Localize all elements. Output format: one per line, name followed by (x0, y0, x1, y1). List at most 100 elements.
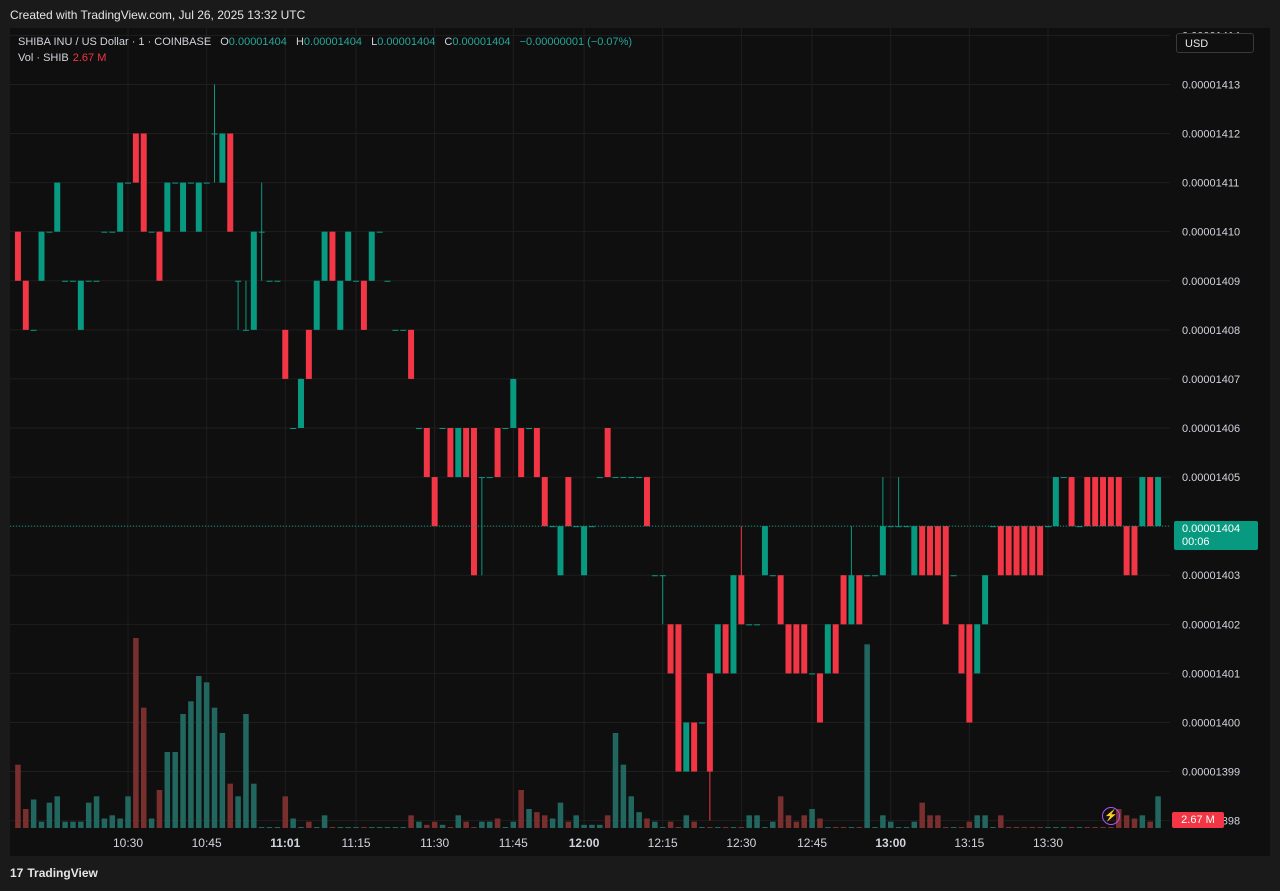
volume-label[interactable]: Vol · SHIB (18, 52, 69, 64)
time-axis-label: 13:15 (954, 836, 984, 850)
volume-bar (306, 821, 312, 828)
symbol-title[interactable]: SHIBA INU / US Dollar · 1 · COINBASE (18, 36, 212, 48)
volume-bar (23, 809, 29, 828)
candle-body (109, 231, 116, 233)
candle-body (93, 280, 100, 282)
volume-bar (722, 827, 729, 828)
candle-body (738, 575, 745, 625)
candle-body (1115, 477, 1122, 527)
close-label: C (444, 36, 453, 48)
volume-bar (730, 827, 737, 828)
volume-bar (659, 827, 666, 828)
volume-bar (164, 752, 171, 828)
candle-body (934, 526, 941, 576)
currency-button[interactable]: USD (1176, 33, 1254, 53)
volume-bar (644, 818, 650, 828)
candle-body (203, 182, 210, 184)
volume-bar (486, 821, 493, 828)
candle-body (62, 280, 69, 282)
volume-bar (439, 824, 446, 828)
volume-bar (943, 827, 949, 828)
volume-bar (982, 815, 988, 828)
volume-bar (675, 827, 682, 828)
volume-bar (203, 682, 210, 828)
candle-body (919, 526, 926, 576)
lightning-icon[interactable]: ⚡ (1102, 807, 1120, 825)
price-axis-label: 0.00001399 (1182, 767, 1240, 779)
candle-body (1044, 526, 1051, 528)
candle-body (730, 575, 737, 674)
volume-bar (1053, 827, 1059, 828)
candle-body (659, 575, 666, 577)
volume-bar (880, 815, 886, 828)
candle-body (1037, 526, 1044, 576)
volume-bar (950, 827, 957, 828)
volume-bar (817, 818, 823, 828)
candle-body (612, 477, 619, 479)
volume-bar (683, 815, 690, 828)
candle-body (628, 477, 635, 479)
footer-brand[interactable]: 17 TradingView (10, 866, 98, 880)
volume-bar (1131, 818, 1138, 828)
candle-body (227, 133, 234, 232)
candle-body (620, 477, 627, 479)
time-axis-label: 10:45 (192, 836, 222, 850)
volume-bar (1045, 827, 1051, 828)
volume-bar (290, 818, 296, 828)
time-axis-label: 12:45 (797, 836, 827, 850)
candle-body (486, 477, 493, 479)
candle-body (714, 624, 721, 674)
volume-bar (1005, 827, 1012, 828)
volume-bar (777, 796, 784, 828)
low-label: L (371, 36, 378, 48)
volume-bar (243, 714, 249, 828)
candle-body (596, 477, 603, 479)
volume-bar (809, 809, 815, 828)
created-with-text: Created with TradingView.com, Jul 26, 20… (10, 8, 306, 22)
volume-bar (628, 796, 634, 828)
candle-body (927, 526, 934, 576)
volume-bar (652, 821, 658, 828)
volume-bar (227, 783, 233, 828)
candle-body (785, 624, 792, 674)
candle-body (305, 329, 312, 379)
volume-bar (282, 796, 289, 828)
volume-bar (384, 827, 391, 828)
volume-bar (416, 821, 422, 828)
close-value: 0.00001404 (452, 36, 511, 48)
candle-body (581, 526, 588, 576)
time-axis-label: 11:30 (420, 836, 449, 850)
candle-body (950, 575, 957, 577)
volume-bar (479, 821, 485, 828)
grid-lines (10, 28, 1170, 828)
candle-body (85, 280, 92, 282)
volume-bar (581, 824, 587, 828)
volume-bar (219, 733, 226, 828)
candle-body (266, 280, 273, 282)
candle-body (848, 575, 855, 625)
price-chart[interactable]: 0.000013980.000013990.000014000.00001401… (10, 28, 1270, 856)
volume-bar (46, 802, 53, 828)
candle-body (895, 526, 902, 528)
candle-body (903, 526, 910, 528)
chart-panel[interactable]: 0.000013980.000013990.000014000.00001401… (10, 28, 1270, 856)
time-axis-label: 11:45 (499, 836, 528, 850)
candle-body (1092, 477, 1099, 527)
volume-bar (840, 827, 847, 828)
volume-bar (258, 827, 265, 828)
candle-body (69, 280, 76, 282)
candle-body (54, 182, 61, 232)
volume-bar (463, 821, 469, 828)
candle-body (423, 428, 430, 478)
candle-body (958, 624, 965, 674)
candle-body (533, 428, 540, 478)
volume-bar (369, 827, 375, 828)
volume-bar (471, 827, 477, 828)
top-bar: Created with TradingView.com, Jul 26, 20… (0, 0, 1280, 28)
candle-body (1013, 526, 1020, 576)
volume-bar (251, 783, 257, 828)
volume-bar (62, 821, 68, 828)
volume-bar (54, 796, 60, 828)
volume-bar (1123, 815, 1130, 828)
volume-bar (534, 812, 540, 828)
